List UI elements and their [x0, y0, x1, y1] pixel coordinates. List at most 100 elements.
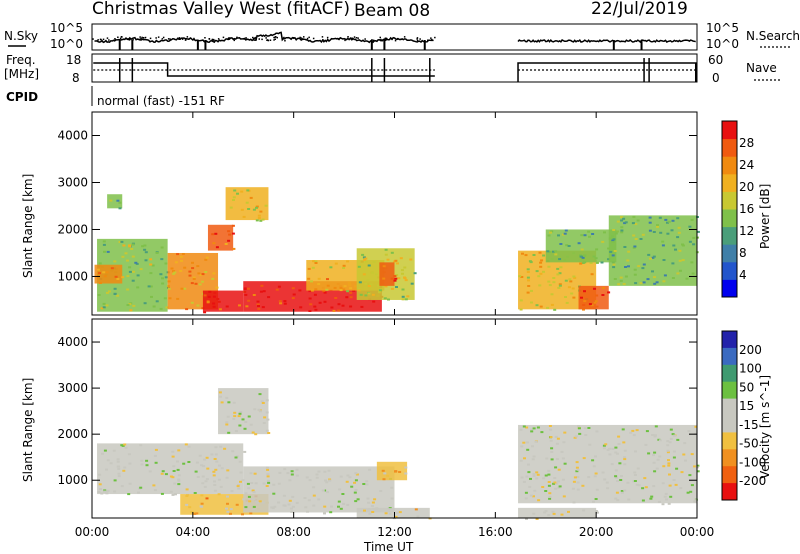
velocity-speckle [235, 455, 239, 458]
velocity-speckle [226, 510, 230, 513]
power-speckle [642, 281, 646, 284]
velocity-speckle [238, 460, 242, 463]
velocity-ytick-label: 1000 [57, 473, 88, 487]
power-speckle [249, 196, 253, 199]
power-speckle [247, 299, 251, 302]
power-colorbar-tick: 24 [739, 158, 754, 172]
velocity-speckle [307, 499, 311, 502]
velocity-speckle [238, 412, 242, 415]
velocity-speckle [153, 454, 157, 457]
power-speckle [592, 255, 596, 258]
velocity-speckle [123, 443, 127, 446]
power-colorbar-label: Power [dB] [758, 184, 772, 249]
velocity-speckle [355, 473, 359, 476]
power-speckle [622, 283, 626, 285]
power-speckle [528, 260, 532, 263]
power-speckle [619, 276, 623, 279]
power-speckle [349, 287, 353, 290]
power-speckle [572, 275, 576, 278]
velocity-speckle [176, 468, 180, 471]
velocity-speckle [606, 448, 610, 451]
velocity-ytick-label: 2000 [57, 427, 88, 441]
power-speckle [377, 291, 381, 294]
noise-search-dot [357, 37, 359, 39]
x-tick-label: 16:00 [478, 525, 513, 539]
power-speckle [307, 267, 311, 270]
velocity-speckle [658, 439, 662, 442]
power-speckle [238, 304, 241, 307]
velocity-speckle [261, 402, 265, 404]
power-speckle [401, 295, 405, 298]
velocity-speckle [140, 459, 144, 462]
velocity-speckle [616, 499, 620, 502]
velocity-ytick-label: 3000 [57, 381, 88, 395]
noise-search-dot [381, 39, 384, 42]
velocity-speckle [365, 483, 369, 486]
noise-search-dot [100, 38, 102, 41]
power-speckle [367, 285, 371, 287]
power-speckle [527, 279, 530, 282]
power-speckle [343, 285, 347, 288]
noise-search-dot [139, 36, 141, 38]
power-speckle [358, 281, 362, 284]
velocity-speckle [235, 503, 239, 506]
power-speckle [149, 263, 153, 266]
power-speckle [161, 282, 165, 285]
power-speckle [367, 264, 371, 267]
velocity-speckle [577, 425, 581, 428]
power-speckle [390, 277, 394, 280]
velocity-speckle [339, 475, 343, 478]
power-speckle [326, 284, 330, 287]
velocity-speckle [608, 447, 612, 450]
velocity-speckle [338, 488, 342, 491]
velocity-speckle [563, 431, 567, 434]
power-speckle [571, 287, 575, 290]
velocity-speckle [249, 472, 253, 475]
power-speckle [611, 241, 615, 244]
velocity-speckle [227, 401, 231, 404]
power-speckle [191, 261, 194, 264]
power-speckle [227, 230, 231, 233]
power-speckle [152, 305, 156, 308]
velocity-speckle [174, 493, 177, 496]
power-colorbar-swatch [722, 138, 737, 157]
noise-search-dot [169, 38, 171, 40]
power-speckle [359, 293, 363, 296]
power-speckle [595, 261, 599, 264]
power-region-13 [578, 285, 609, 310]
velocity-speckle [610, 463, 614, 466]
noise-search-dot [108, 39, 110, 41]
power-speckle [180, 259, 183, 262]
velocity-speckle [288, 479, 292, 482]
velocity-speckle [117, 475, 121, 478]
power-speckle [135, 262, 139, 265]
power-speckle [139, 268, 143, 271]
velocity-speckle [536, 473, 540, 476]
power-speckle [352, 289, 356, 292]
noise-search-dot [397, 37, 399, 40]
power-speckle [232, 199, 235, 201]
power-speckle [113, 287, 117, 290]
velocity-speckle [593, 475, 597, 478]
power-speckle [330, 306, 334, 309]
power-speckle [164, 276, 168, 279]
velocity-speckle [177, 483, 181, 486]
power-speckle [384, 285, 388, 288]
velocity-colorbar-tick: -200 [739, 474, 766, 488]
power-speckle [581, 256, 585, 259]
power-speckle [242, 215, 246, 218]
power-speckle [312, 260, 316, 263]
power-speckle [160, 246, 164, 249]
velocity-speckle [266, 473, 270, 476]
velocity-colorbar-swatch [722, 415, 737, 433]
power-region-1 [94, 264, 123, 284]
velocity-speckle [635, 429, 639, 432]
velocity-speckle [531, 445, 534, 448]
noise-search-dot [283, 36, 285, 39]
velocity-speckle [247, 415, 251, 418]
noise-search-dot [386, 38, 388, 40]
power-speckle [395, 274, 399, 277]
velocity-colorbar-label: Velocity [m s^-1] [758, 375, 772, 479]
noise-search-dot [236, 36, 238, 39]
power-speckle [159, 307, 163, 310]
